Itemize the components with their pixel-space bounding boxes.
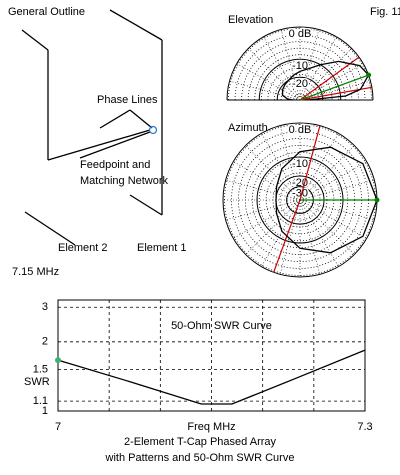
figure-label: Fig. 11 bbox=[370, 6, 400, 18]
r-tick-label: 0 dB bbox=[289, 124, 312, 136]
y-tick-label: 3 bbox=[42, 301, 48, 313]
polar-title: Elevation bbox=[228, 14, 273, 26]
polar-spoke bbox=[263, 36, 301, 101]
outline-label: Element 2 bbox=[58, 242, 108, 254]
caption: with Patterns and 50-Ohm SWR Curve bbox=[105, 452, 295, 464]
outline-label: Element 1 bbox=[137, 242, 187, 254]
outline-label: Matching Network bbox=[80, 175, 169, 187]
polar-spoke bbox=[299, 145, 355, 201]
polar-spoke bbox=[299, 199, 367, 239]
outline-label: Feedpoint and bbox=[80, 159, 150, 171]
polar-spoke bbox=[261, 133, 301, 201]
polar-ring bbox=[276, 76, 324, 101]
pattern-line bbox=[281, 60, 370, 101]
swr-line bbox=[57, 349, 366, 405]
outline-label: Phase Lines bbox=[97, 94, 158, 106]
peak-line bbox=[299, 74, 369, 101]
outline-title: General Outline bbox=[8, 6, 85, 18]
polar-spoke bbox=[299, 80, 371, 101]
polar-minor-ring bbox=[274, 74, 326, 101]
half-power-line bbox=[299, 125, 321, 201]
polar-spoke bbox=[299, 199, 321, 275]
peak-marker bbox=[374, 197, 380, 203]
polar-spoke bbox=[299, 36, 337, 101]
r-tick-label: -30 bbox=[292, 187, 308, 199]
polar-spoke bbox=[233, 161, 301, 201]
polar-ring bbox=[226, 26, 374, 101]
polar-spoke bbox=[299, 29, 320, 101]
polar-spoke bbox=[299, 199, 355, 255]
polar-spoke bbox=[299, 63, 364, 101]
half-power-line bbox=[299, 56, 360, 101]
polar-spoke bbox=[279, 199, 301, 275]
polar-minor-ring bbox=[234, 34, 366, 101]
x-tick-label: 7.3 bbox=[357, 421, 372, 433]
polar-spoke bbox=[279, 125, 301, 201]
x-tick-label: 7 bbox=[55, 421, 61, 433]
antenna-outline bbox=[21, 9, 163, 246]
polar-spoke bbox=[299, 199, 375, 221]
polar-spoke bbox=[245, 199, 301, 255]
polar-spoke bbox=[248, 48, 301, 101]
x-axis-label: Freq MHz bbox=[187, 421, 235, 433]
r-tick-label: -10 bbox=[292, 158, 308, 170]
polar-spoke bbox=[299, 48, 352, 101]
polar-minor-ring bbox=[241, 41, 359, 101]
polar-spoke bbox=[245, 145, 301, 201]
polar-spoke bbox=[261, 199, 301, 267]
polar-spoke bbox=[225, 199, 301, 221]
pattern-line bbox=[275, 146, 378, 254]
caption: 2-Element T-Cap Phased Array bbox=[124, 436, 277, 448]
polar-spoke bbox=[229, 80, 301, 101]
r-tick-label: -20 bbox=[292, 78, 308, 90]
r-tick-label: -10 bbox=[292, 60, 308, 72]
polar-spoke bbox=[233, 199, 301, 239]
plot-title: 50-Ohm SWR Curve bbox=[171, 320, 272, 332]
polar-spoke bbox=[299, 161, 367, 201]
y-tick-label: 1.1 bbox=[33, 395, 48, 407]
y-axis-label: SWR bbox=[24, 376, 50, 388]
y-tick-label: 2 bbox=[42, 336, 48, 348]
polar-spoke bbox=[299, 179, 375, 201]
polar-title: Azimuth bbox=[228, 122, 268, 134]
polar-minor-ring bbox=[260, 60, 340, 101]
polar-spoke bbox=[299, 133, 339, 201]
outline-label: 7.15 MHz bbox=[12, 266, 59, 278]
polar-minor-ring bbox=[280, 80, 320, 101]
y-tick-label: 1.5 bbox=[33, 363, 48, 375]
peak-marker bbox=[366, 72, 372, 78]
polar-ring bbox=[258, 58, 342, 101]
polar-spoke bbox=[225, 179, 301, 201]
start-marker bbox=[55, 357, 61, 364]
polar-spoke bbox=[280, 29, 301, 101]
polar-spoke bbox=[236, 63, 301, 101]
polar-spoke bbox=[299, 199, 339, 267]
y-tick-label: 1 bbox=[42, 405, 48, 417]
r-tick-label: 0 dB bbox=[289, 28, 312, 40]
feedpoint bbox=[148, 125, 158, 135]
